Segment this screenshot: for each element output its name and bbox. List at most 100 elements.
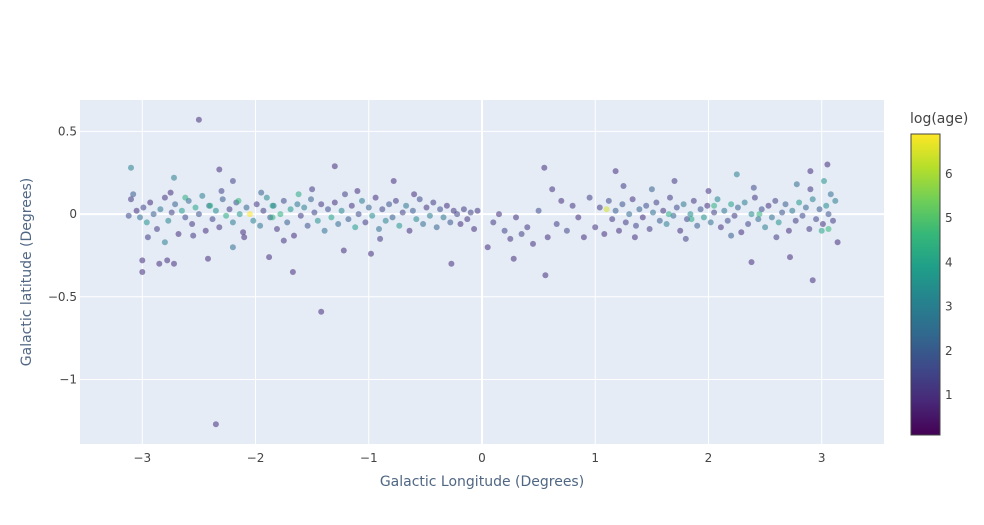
scatter-point <box>596 204 603 211</box>
scatter-point <box>365 204 372 211</box>
scatter-point <box>289 269 296 275</box>
scatter-point <box>643 202 650 209</box>
scatter-point <box>782 201 789 208</box>
scatter-point <box>223 212 230 219</box>
scatter-point <box>796 199 803 206</box>
scatter-point <box>406 227 413 234</box>
scatter-point <box>448 260 455 267</box>
scatter-point <box>241 234 248 241</box>
scatter-point <box>765 202 772 209</box>
scatter-point <box>335 221 342 227</box>
scatter-point <box>416 196 423 203</box>
scatter-point <box>680 201 687 208</box>
scatter-point <box>331 199 338 206</box>
scatter-point <box>202 227 209 234</box>
scatter-point <box>192 204 199 211</box>
scatter-point <box>490 219 497 226</box>
scatter-point <box>190 232 197 239</box>
scatter-point <box>819 221 826 227</box>
scatter-point <box>697 206 704 213</box>
scatter-point <box>609 216 616 223</box>
scatter-point <box>755 216 762 223</box>
colorbar-tick-label: 1 <box>945 388 953 402</box>
scatter-point <box>297 212 304 219</box>
scatter-point <box>705 188 712 194</box>
scatter-point <box>274 226 280 232</box>
colorbar-tick-label: 4 <box>945 255 953 269</box>
scatter-point <box>513 214 519 221</box>
scatter-point <box>161 239 168 246</box>
scatter-point <box>464 216 471 223</box>
scatter-point <box>125 212 132 219</box>
scatter-point <box>165 217 172 224</box>
scatter-point <box>807 186 814 193</box>
scatter-point <box>809 196 816 203</box>
y-tick-label: 0.5 <box>58 124 77 138</box>
scatter-point <box>474 207 481 214</box>
scatter-point <box>660 207 667 214</box>
scatter-point <box>128 196 134 203</box>
scatter-point <box>277 211 284 218</box>
scatter-point <box>824 161 831 168</box>
scatter-point <box>827 191 834 198</box>
scatter-point <box>229 178 236 184</box>
scatter-point <box>738 229 745 236</box>
colorbar-tick-label: 5 <box>945 211 953 225</box>
scatter-point <box>507 235 514 242</box>
scatter-point <box>544 234 551 241</box>
scatter-point <box>530 240 536 247</box>
scatter-point <box>284 219 291 226</box>
scatter-point <box>218 188 225 194</box>
scatter-point <box>724 217 731 224</box>
scatter-point <box>362 219 369 226</box>
scatter-point <box>832 197 839 204</box>
scatter-point <box>612 207 619 214</box>
scatter-point <box>309 186 316 193</box>
scatter-point <box>460 206 467 213</box>
scatter-point <box>785 227 792 234</box>
scatter-point <box>154 226 160 232</box>
scatter-point <box>205 255 211 262</box>
scatter-point <box>295 191 302 198</box>
scatter-point <box>368 250 374 257</box>
scatter-point <box>629 196 636 203</box>
scatter-point <box>711 202 718 209</box>
scatter-point <box>189 221 196 227</box>
x-axis-ticks: −3 −2 −1 0 1 2 3 <box>133 451 825 465</box>
y-tick-label: 0 <box>69 207 77 221</box>
scatter-point <box>694 222 701 229</box>
scatter-point <box>809 277 816 284</box>
scatter-point <box>348 202 355 209</box>
scatter-point <box>321 227 328 234</box>
scatter-point <box>684 216 690 223</box>
colorbar-ticks: 1 2 3 4 5 6 <box>945 167 953 402</box>
scatter-point <box>253 201 260 208</box>
scatter-point <box>648 186 655 193</box>
scatter-point <box>792 217 799 224</box>
scatter-point <box>818 227 825 234</box>
scatter-point <box>389 214 396 221</box>
scatter-point <box>750 184 757 191</box>
scatter-point <box>612 168 619 175</box>
scatter-point <box>758 206 765 213</box>
scatter-point <box>178 207 185 214</box>
scatter-point <box>199 192 206 199</box>
scatter-point <box>269 202 276 209</box>
scatter-point <box>667 194 673 201</box>
scatter-point <box>372 194 379 201</box>
scatter-point <box>171 174 177 181</box>
scatter-point <box>646 226 653 232</box>
scatter-point <box>164 257 171 264</box>
scatter-point <box>802 204 809 211</box>
scatter-point <box>269 214 276 221</box>
x-tick-label: −2 <box>247 451 265 465</box>
scatter-point <box>168 209 175 216</box>
scatter-point <box>501 227 508 234</box>
scatter-point <box>133 207 140 214</box>
scatter-point <box>379 206 386 213</box>
scatter-point <box>157 206 164 213</box>
scatter-point <box>207 202 214 209</box>
scatter-point <box>433 224 440 231</box>
scatter-point <box>775 219 782 226</box>
